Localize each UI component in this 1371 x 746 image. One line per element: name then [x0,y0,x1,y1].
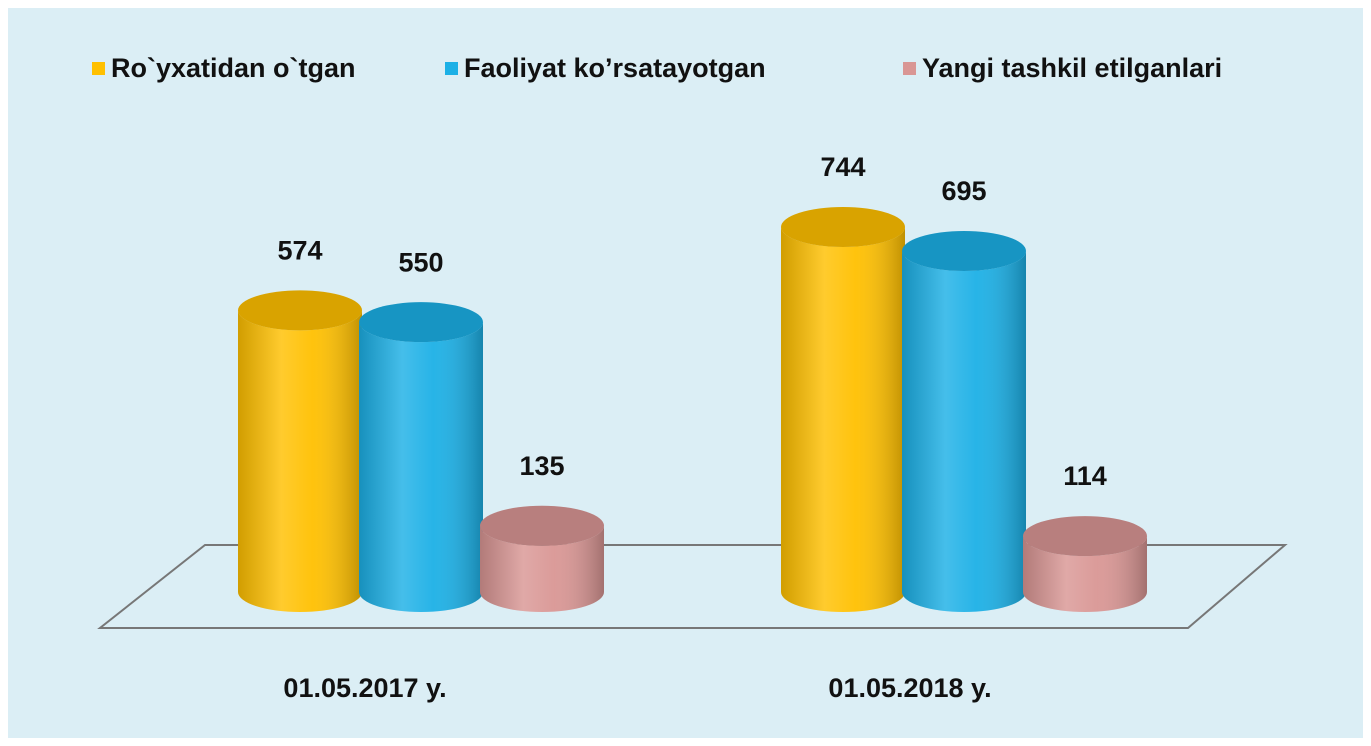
x-tick-label: 01.05.2017 y. [283,673,446,703]
value-label: 114 [1063,461,1107,491]
cylinder-shading [781,227,905,612]
plot-background [8,8,1363,738]
cylinder-shading [1023,536,1147,612]
cylinder-shading [358,322,483,612]
cylinder-top-shade [238,290,362,331]
cylinder-top-shade [781,207,905,247]
value-label: 135 [519,451,564,481]
legend-label: Faoliyat ko’rsatayotgan [464,53,766,83]
cylinder-top [238,290,362,331]
cylinder-top [359,302,483,343]
cylinder-top [480,505,604,546]
cylinder-top-shade [359,302,483,343]
value-label: 550 [398,247,443,277]
cylinder-top-shade [902,231,1026,272]
cylinder-shading [480,525,604,612]
x-tick-label: 01.05.2018 y. [828,673,991,703]
cylinder-top [781,207,905,247]
value-label: 695 [941,176,986,206]
legend-swatch [903,62,916,75]
cylinder-shading [238,310,362,612]
floor [97,544,1288,629]
legend-swatch [445,62,458,75]
legend-swatch [92,62,105,75]
value-label: 574 [277,236,322,266]
cylinder-top [902,231,1026,272]
legend-label: Ro`yxatidan o`tgan [111,53,356,83]
cylinder-top [1023,516,1147,557]
legend-label: Yangi tashkil etilganlari [922,53,1222,83]
cylinder-top-shade [1023,516,1147,557]
value-label: 744 [820,152,865,182]
cylinder-top-shade [480,505,604,546]
cylinder-shading [902,251,1026,612]
